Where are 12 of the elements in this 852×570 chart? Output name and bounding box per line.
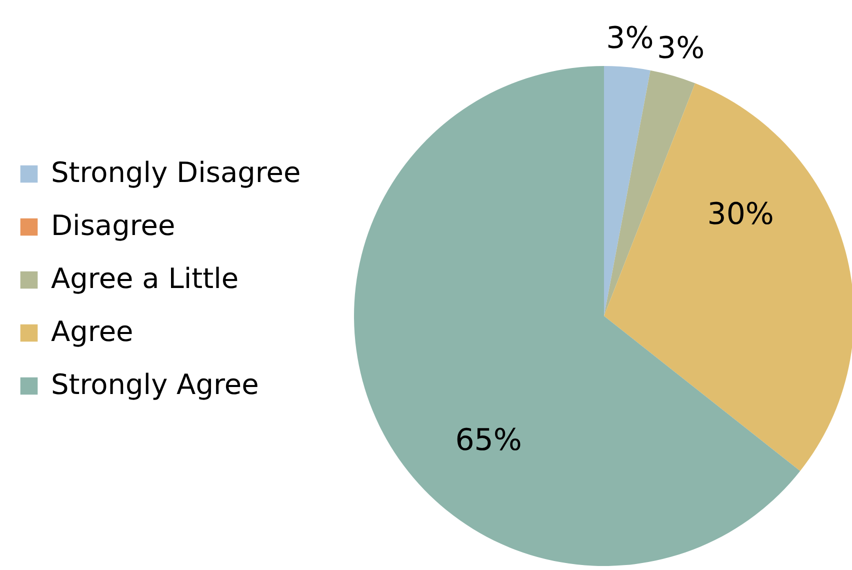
legend-label: Strongly Agree bbox=[51, 368, 259, 401]
pie-slice bbox=[604, 83, 852, 471]
data-label: 65% bbox=[455, 422, 522, 458]
data-label: 3% bbox=[657, 30, 705, 66]
data-label: 30% bbox=[707, 196, 774, 232]
pie-slice bbox=[604, 70, 696, 316]
legend-label: Agree a Little bbox=[51, 262, 239, 295]
legend-label: Agree bbox=[51, 315, 134, 348]
legend-label: Strongly Disagree bbox=[51, 156, 301, 189]
pie-slice bbox=[604, 66, 650, 316]
legend-label: Disagree bbox=[51, 209, 176, 242]
data-label: 3% bbox=[606, 21, 654, 56]
